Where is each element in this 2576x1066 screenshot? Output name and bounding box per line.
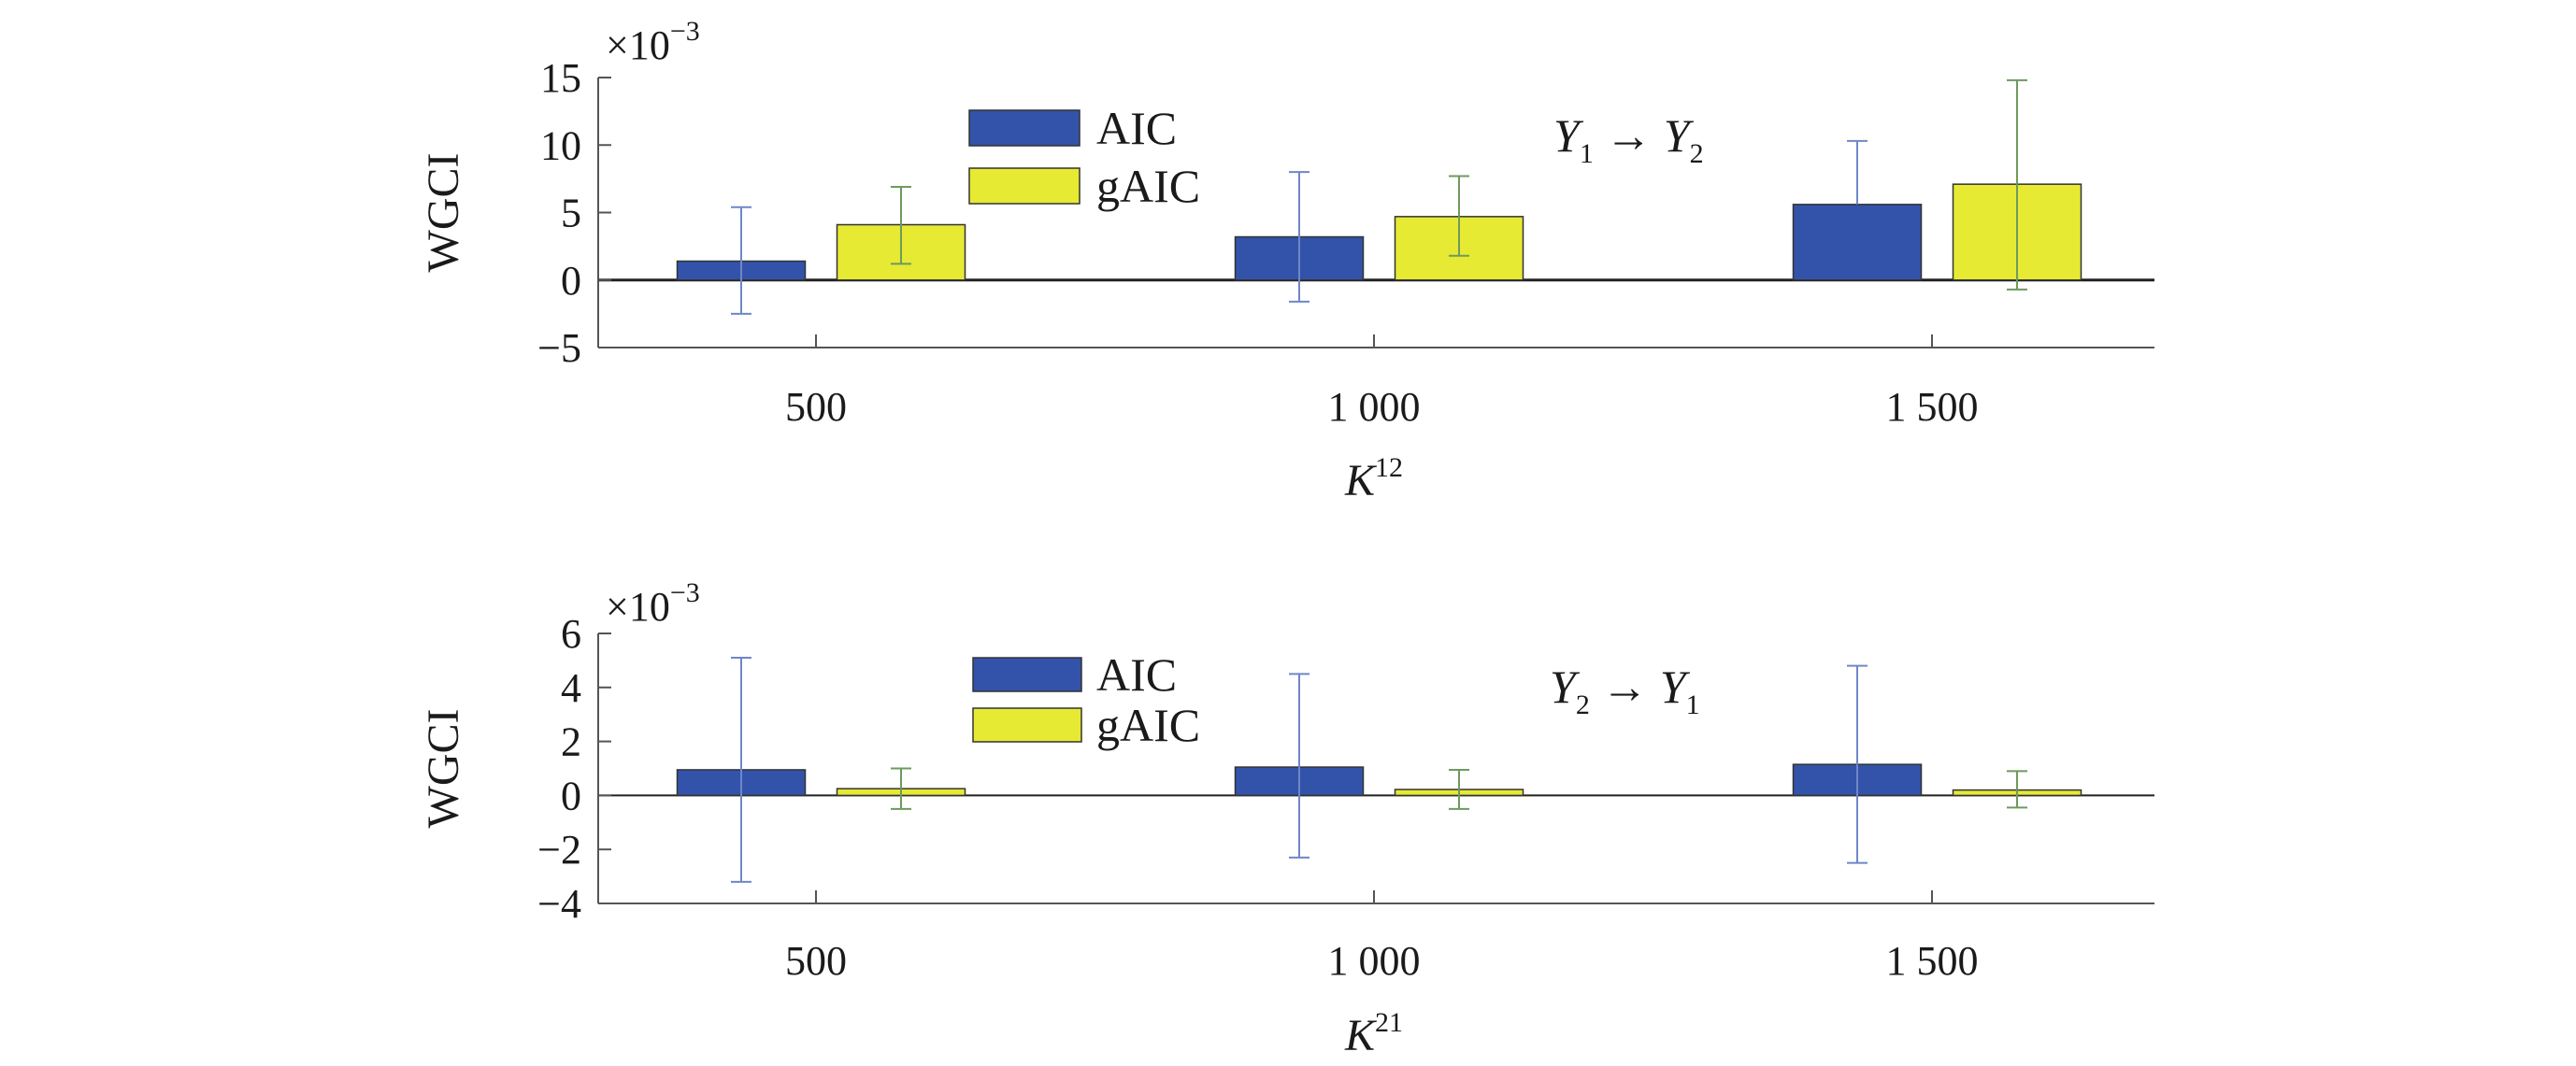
x-tick-label: 500: [785, 938, 847, 984]
axis-multiplier-exponent: −3: [670, 16, 700, 47]
direction-annotation: Y1 → Y2: [1553, 109, 1704, 169]
legend-label-aic: AIC: [1096, 102, 1177, 154]
direction-annotation: Y2 → Y1: [1550, 661, 1700, 720]
legend-label-gaic: gAIC: [1096, 160, 1200, 212]
y-tick-label: −4: [537, 881, 581, 927]
annotation-arrow: →: [1594, 109, 1664, 162]
x-axis-title-superscript: 12: [1375, 452, 1403, 483]
axis-multiplier-base: ×10: [606, 584, 670, 630]
y-tick-label: 0: [561, 258, 581, 304]
y-tick-label: 10: [540, 122, 581, 168]
y-axis-title: WGCI: [419, 153, 468, 273]
bar-aic-1500: [1792, 204, 1923, 281]
x-axis-title-main: K: [1344, 1011, 1378, 1060]
y-tick-label: 2: [561, 719, 581, 765]
annotation-arrow: →: [1590, 661, 1660, 713]
x-axis-title-superscript: 21: [1375, 1007, 1403, 1038]
annotation-to-subscript: 1: [1686, 689, 1700, 720]
legend-swatch-aic: [968, 109, 1080, 147]
legend: AIC gAIC: [968, 102, 1200, 212]
annotation-from-subscript: 2: [1576, 689, 1590, 720]
x-axis-title: K21: [1344, 1007, 1403, 1060]
y-tick-label: 0: [561, 773, 581, 818]
annotation-from: Y: [1553, 109, 1584, 162]
legend-label-gaic: gAIC: [1096, 699, 1200, 751]
y-tick-label: −5: [537, 325, 581, 371]
axis-multiplier-exponent: −3: [670, 577, 700, 608]
annotation-to: Y: [1660, 661, 1691, 713]
x-axis-title-main: K: [1344, 456, 1378, 505]
annotation-to: Y: [1664, 109, 1695, 162]
y-tick-label: 5: [561, 191, 581, 236]
axis-multiplier: ×10−3: [606, 577, 700, 630]
axis-multiplier-base: ×10: [606, 22, 670, 68]
y-tick-label: 6: [561, 611, 581, 657]
legend-swatch-gaic: [968, 167, 1080, 205]
legend-swatch-aic: [972, 657, 1082, 692]
axis-multiplier: ×10−3: [606, 16, 700, 68]
y-axis-title: WGCI: [419, 709, 468, 829]
x-tick-label: 1 000: [1328, 384, 1421, 430]
x-axis-title: K12: [1344, 452, 1403, 505]
x-tick-label: 1 500: [1886, 384, 1979, 430]
x-tick-label: 1 500: [1886, 938, 1979, 984]
legend-swatch-gaic: [972, 707, 1082, 743]
legend-label-aic: AIC: [1096, 648, 1177, 701]
annotation-from: Y: [1550, 661, 1581, 713]
x-tick-label: 1 000: [1328, 938, 1421, 984]
annotation-to-subscript: 2: [1690, 138, 1704, 169]
y-tick-label: −2: [537, 827, 581, 873]
annotation-from-subscript: 1: [1580, 138, 1594, 169]
y-tick-label: 4: [561, 665, 581, 711]
y-tick-label: 15: [540, 55, 581, 101]
x-tick-label: 500: [785, 384, 847, 430]
